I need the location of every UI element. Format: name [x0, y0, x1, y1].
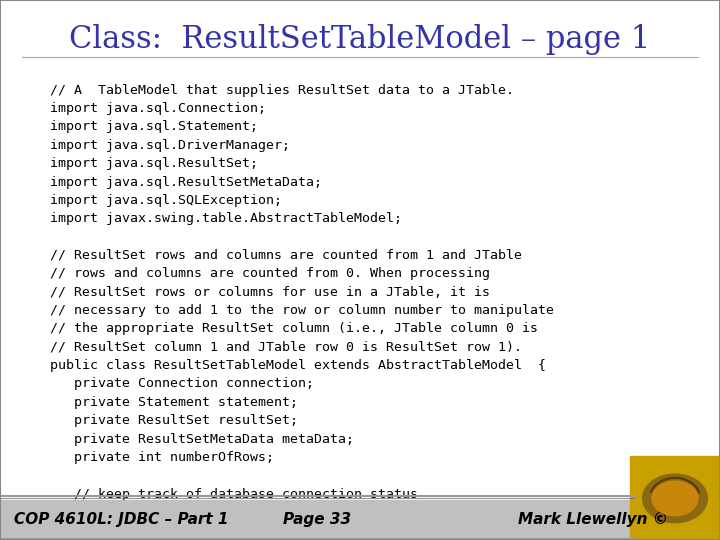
Text: // ResultSet rows and columns are counted from 1 and JTable: // ResultSet rows and columns are counte…	[50, 249, 523, 262]
Text: private ResultSet resultSet;: private ResultSet resultSet;	[50, 414, 298, 427]
Text: COP 4610L: JDBC – Part 1: COP 4610L: JDBC – Part 1	[14, 512, 229, 527]
Text: import java.sql.ResultSet;: import java.sql.ResultSet;	[50, 157, 258, 170]
Circle shape	[652, 481, 698, 516]
Text: // rows and columns are counted from 0. When processing: // rows and columns are counted from 0. …	[50, 267, 490, 280]
Text: Class:  ResultSetTableModel – page 1: Class: ResultSetTableModel – page 1	[69, 24, 651, 55]
Text: // ResultSet rows or columns for use in a JTable, it is: // ResultSet rows or columns for use in …	[50, 286, 490, 299]
Text: import java.sql.SQLException;: import java.sql.SQLException;	[50, 194, 282, 207]
Text: public class ResultSetTableModel extends AbstractTableModel  {: public class ResultSetTableModel extends…	[50, 359, 546, 372]
Text: private Connection connection;: private Connection connection;	[50, 377, 315, 390]
Text: import java.sql.Connection;: import java.sql.Connection;	[50, 102, 266, 115]
Text: // ResultSet column 1 and JTable row 0 is ResultSet row 1).: // ResultSet column 1 and JTable row 0 i…	[50, 341, 523, 354]
Text: private ResultSetMetaData metaData;: private ResultSetMetaData metaData;	[50, 433, 354, 446]
Text: import java.sql.ResultSetMetaData;: import java.sql.ResultSetMetaData;	[50, 176, 323, 188]
Text: import java.sql.Statement;: import java.sql.Statement;	[50, 120, 258, 133]
Text: private Statement statement;: private Statement statement;	[50, 396, 298, 409]
Text: private int numberOfRows;: private int numberOfRows;	[50, 451, 274, 464]
Text: // keep track of database connection status: // keep track of database connection sta…	[50, 488, 418, 501]
Bar	[0, 500, 720, 540]
Bar	[630, 456, 720, 540]
Text: // A  TableModel that supplies ResultSet data to a JTable.: // A TableModel that supplies ResultSet …	[50, 84, 514, 97]
Circle shape	[643, 474, 707, 523]
Text: // necessary to add 1 to the row or column number to manipulate: // necessary to add 1 to the row or colu…	[50, 304, 554, 317]
Text: Page 33: Page 33	[283, 512, 351, 527]
Text: Mark Llewellyn ©: Mark Llewellyn ©	[518, 512, 668, 527]
Text: // the appropriate ResultSet column (i.e., JTable column 0 is: // the appropriate ResultSet column (i.e…	[50, 322, 539, 335]
Text: import javax.swing.table.AbstractTableModel;: import javax.swing.table.AbstractTableMo…	[50, 212, 402, 225]
Text: private boolean connectedToDatabase = false;: private boolean connectedToDatabase = fa…	[50, 506, 426, 519]
Text: import java.sql.DriverManager;: import java.sql.DriverManager;	[50, 139, 290, 152]
